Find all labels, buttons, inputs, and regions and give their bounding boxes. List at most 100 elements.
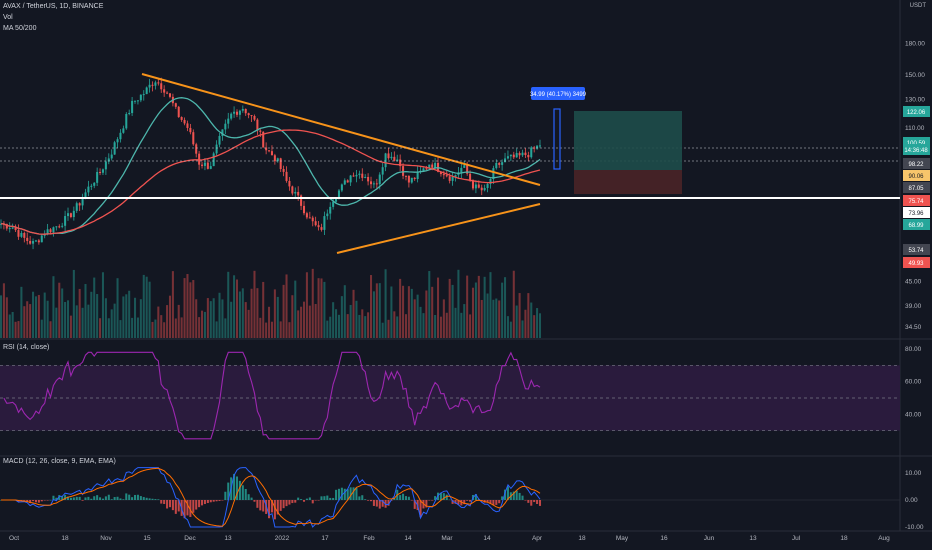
candle-body <box>221 129 224 136</box>
macd-histogram-bar <box>425 500 428 508</box>
volume-bar <box>14 321 17 338</box>
volume-bar <box>273 289 276 338</box>
candle-body <box>428 164 431 169</box>
volume-bar <box>533 315 536 338</box>
time-tick-label: Mar <box>441 535 453 542</box>
volume-bar <box>355 300 358 338</box>
macd-histogram-bar <box>122 499 125 500</box>
candle-body <box>163 89 166 93</box>
macd-histogram-bar <box>134 494 137 500</box>
candle-body <box>119 132 122 140</box>
macd-histogram-bar <box>329 497 332 500</box>
time-tick-label: Apr <box>532 535 543 542</box>
volume-bar <box>332 302 335 338</box>
macd-histogram-bar <box>311 500 314 504</box>
candle-body <box>270 151 273 156</box>
candle-body <box>136 100 139 102</box>
volume-bar <box>227 271 230 338</box>
candle-body <box>466 165 469 174</box>
rsi-tick-label: 80.00 <box>905 346 922 353</box>
macd-histogram-bar <box>349 487 352 500</box>
time-tick-label: Oct <box>9 535 19 542</box>
macd-histogram-bar <box>533 500 536 503</box>
signal-line <box>1 467 541 527</box>
volume-bar <box>203 311 206 338</box>
volume-bar <box>361 309 364 338</box>
candle-body <box>203 162 206 166</box>
time-tick-label: 17 <box>321 535 329 542</box>
volume-bar <box>437 277 440 338</box>
volume-bar <box>119 320 122 338</box>
candle-body <box>314 221 317 226</box>
candle-body <box>512 154 515 158</box>
macd-histogram-bar <box>291 500 294 504</box>
candle-body <box>460 167 463 173</box>
volume-bar <box>247 309 250 338</box>
macd-line <box>1 467 541 528</box>
candle-body <box>148 84 151 88</box>
candle-body <box>227 118 230 124</box>
candle-body <box>134 100 137 102</box>
macd-histogram-bar <box>530 500 533 506</box>
volume-bar <box>154 319 157 338</box>
volume-bar <box>241 288 244 338</box>
descending-trendline <box>141 73 541 186</box>
volume-bar <box>428 271 431 338</box>
candle-body <box>209 166 212 169</box>
candle-body <box>506 156 509 159</box>
volume-bar <box>238 291 241 338</box>
macd-histogram-bar <box>64 494 67 500</box>
candle-body <box>349 175 352 183</box>
volume-bar <box>419 306 422 338</box>
volume-bar <box>410 288 413 338</box>
macd-histogram-bar <box>34 500 37 503</box>
macd-histogram-bar <box>238 480 241 500</box>
macd-histogram-bar <box>61 496 64 500</box>
macd-histogram-bar <box>87 496 90 500</box>
macd-histogram-bar <box>501 496 504 500</box>
volume-bar <box>291 295 294 338</box>
macd-histogram-bar <box>314 500 317 501</box>
time-tick-label: Dec <box>184 535 196 542</box>
macd-histogram-bar <box>463 500 466 505</box>
rsi-tick-label: 60.00 <box>905 379 922 386</box>
volume-bar <box>390 286 393 338</box>
volume-bar <box>58 282 61 338</box>
volume-bar <box>425 290 428 338</box>
time-tick-label: 14 <box>404 535 412 542</box>
candle-body <box>431 164 434 168</box>
macd-histogram-bar <box>139 496 142 500</box>
candle-body <box>259 130 262 132</box>
candle-body <box>422 168 425 171</box>
macd-histogram-bar <box>151 498 154 500</box>
macd-histogram-bar <box>29 500 32 504</box>
candle-body <box>253 116 256 120</box>
volume-bar <box>43 292 46 338</box>
macd-histogram-bar <box>439 492 442 500</box>
volume-bar <box>393 311 396 338</box>
macd-histogram-bar <box>352 487 355 500</box>
macd-histogram-bar <box>198 500 201 508</box>
volume-bar <box>396 316 399 338</box>
macd-histogram-bar <box>241 485 244 500</box>
price-tag-box <box>903 244 930 255</box>
volume-bar <box>337 314 340 338</box>
candle-body <box>265 147 268 151</box>
candle-body <box>32 241 35 244</box>
macd-histogram-bar <box>66 496 70 500</box>
candle-body <box>34 240 37 242</box>
macd-histogram-bar <box>235 476 239 500</box>
candle-body <box>61 225 64 227</box>
volume-bar <box>268 306 271 338</box>
macd-histogram-bar <box>224 491 227 500</box>
volume-bar <box>26 301 29 338</box>
candle-body <box>122 128 125 133</box>
candle-body <box>533 147 536 149</box>
macd-histogram-bar <box>96 495 99 500</box>
macd-histogram-bar <box>142 497 145 500</box>
volume-bar <box>498 300 501 338</box>
volume-bar <box>375 283 378 338</box>
time-tick-label: 15 <box>143 535 151 542</box>
